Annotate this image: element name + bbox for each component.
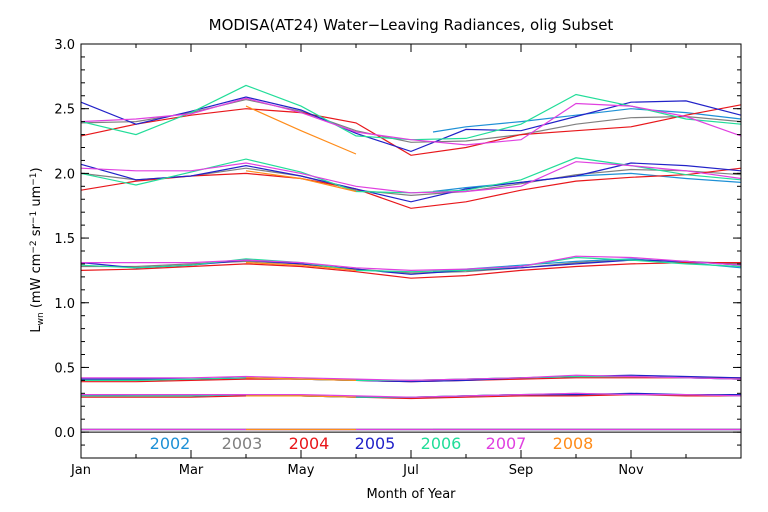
y-label-part: sr <box>29 223 44 240</box>
series-line-2008-3 <box>245 377 357 381</box>
series-line-2008-4 <box>246 395 357 398</box>
series-line-2007-0 <box>80 97 742 146</box>
y-tick-label: 2.0 <box>54 167 75 182</box>
series-line-2007-1 <box>80 161 742 194</box>
chart-title: MODISA(AT24) Water−Leaving Radiances, ol… <box>209 16 614 34</box>
x-tick-label: May <box>288 463 315 478</box>
series-line-2006-0 <box>80 84 742 141</box>
y-axis-label: Lwn (mW cm−2 sr−1 um−1) <box>29 167 46 332</box>
x-tick-label: Sep <box>509 463 534 478</box>
legend-item-2005: 2005 <box>355 434 396 453</box>
y-label-part: L <box>29 325 44 333</box>
x-tick-label: Mar <box>179 463 204 478</box>
y-label-part: um <box>29 186 44 211</box>
series-line-2005-0 <box>80 96 742 153</box>
series-line-2003-0 <box>80 98 742 143</box>
y-tick-label: 2.5 <box>54 103 75 118</box>
series-line-2007-2 <box>81 255 742 272</box>
legend-item-2008: 2008 <box>553 434 594 453</box>
y-tick-label: 0.0 <box>54 426 75 441</box>
y-tick-label: 3.0 <box>54 38 75 53</box>
series-line-2008-0 <box>245 105 357 155</box>
y-label-sup: −1 <box>29 211 39 224</box>
series-line-2008-1 <box>245 170 357 193</box>
legend: 2002 2003 2004 2005 2006 2007 2008 <box>150 434 594 453</box>
legend-item-2002: 2002 <box>150 434 191 453</box>
series-line-2004-0 <box>80 104 742 156</box>
y-label-sup: −1 <box>29 172 39 185</box>
y-tick-label: 0.5 <box>54 361 75 376</box>
series-line-2005-1 <box>80 162 742 203</box>
series-line-2007-4 <box>81 392 742 398</box>
series-line-2003-1 <box>80 167 742 197</box>
y-label-sub: wn <box>36 312 46 325</box>
series-line-2008-2 <box>245 262 357 271</box>
series-line-2004-2 <box>80 262 741 279</box>
legend-item-2003: 2003 <box>222 434 263 453</box>
x-tick-label: Jan <box>70 463 91 478</box>
legend-item-2006: 2006 <box>421 434 462 453</box>
series-line-2002-0 <box>432 108 742 133</box>
y-label-sup: −2 <box>29 240 39 253</box>
series-layer <box>80 84 742 431</box>
series-line-2007-3 <box>81 374 742 382</box>
x-tick-label: Nov <box>618 463 644 478</box>
axes-layer: 0.0 0.5 1.0 1.5 2.0 2.5 3.0 Jan Mar May Jul Sep Nov <box>54 38 742 478</box>
legend-item-2004: 2004 <box>289 434 330 453</box>
x-tick-label: Jul <box>402 463 419 478</box>
legend-item-2007: 2007 <box>486 434 527 453</box>
y-tick-label: 1.5 <box>54 232 75 247</box>
x-axis-label: Month of Year <box>366 487 456 502</box>
y-label-part: (mW cm <box>29 254 44 313</box>
y-label-part: ) <box>29 167 44 172</box>
series-line-2006-2 <box>80 256 742 273</box>
y-tick-label: 1.0 <box>54 297 75 312</box>
